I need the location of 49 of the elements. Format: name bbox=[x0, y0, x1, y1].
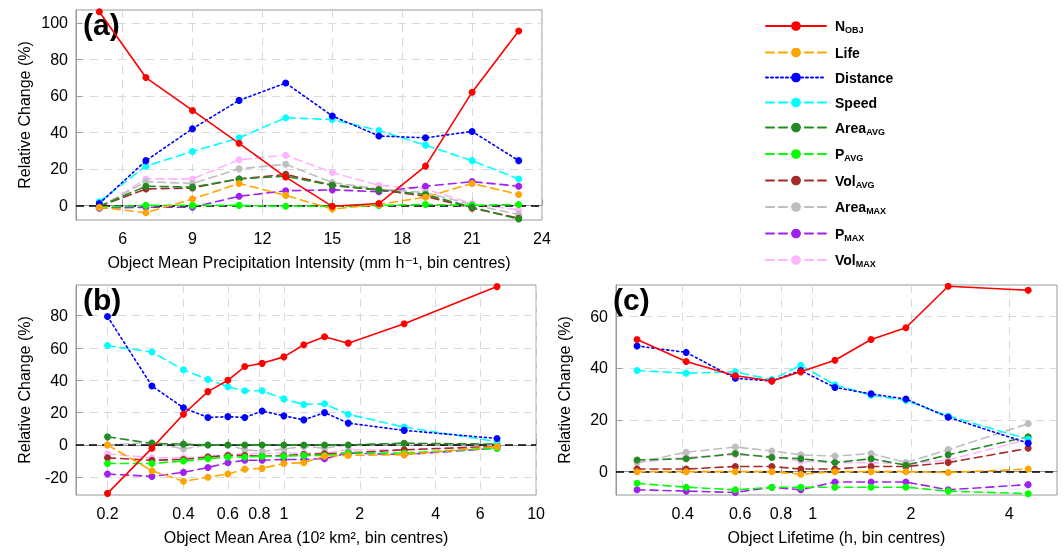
x-tick-label: 9 bbox=[188, 229, 198, 247]
x-tick-label: 0.2 bbox=[96, 504, 119, 522]
y-tick-label: 60 bbox=[50, 87, 69, 105]
x-tick-label: 0.4 bbox=[671, 504, 694, 522]
y-tick-label: 80 bbox=[50, 307, 69, 325]
x-tick-label: 0.6 bbox=[216, 504, 240, 522]
x-tick-label: 2 bbox=[355, 504, 365, 522]
y-tick-label: 60 bbox=[50, 339, 69, 357]
x-tick-label: 6 bbox=[118, 229, 128, 247]
x-tick-label: 4 bbox=[431, 504, 441, 522]
x-tick-label: 10 bbox=[527, 504, 546, 522]
y-tick-label: 0 bbox=[59, 196, 69, 214]
x-tick-label: 12 bbox=[253, 229, 272, 247]
legend-label: Speed bbox=[835, 94, 878, 111]
y-tick-label: 80 bbox=[50, 50, 69, 68]
x-tick-label: 0.8 bbox=[769, 504, 793, 522]
y-tick-label: 20 bbox=[50, 404, 69, 422]
x-tick-label: 1 bbox=[808, 504, 818, 522]
x-axis-title: Object Lifetime (h, bin centres) bbox=[727, 528, 946, 546]
x-tick-label: 4 bbox=[1004, 504, 1014, 522]
chart-title: (b) bbox=[83, 282, 122, 316]
y-tick-label: -20 bbox=[44, 468, 69, 486]
x-tick-label: 18 bbox=[393, 229, 412, 247]
chart-title: (c) bbox=[613, 282, 650, 316]
x-tick-label: 0.4 bbox=[172, 504, 195, 522]
x-tick-label: 15 bbox=[323, 229, 342, 247]
x-tick-label: 2 bbox=[906, 504, 916, 522]
x-tick-label: 21 bbox=[463, 229, 482, 247]
x-tick-label: 6 bbox=[475, 504, 485, 522]
y-tick-label: 0 bbox=[59, 436, 69, 454]
y-tick-label: 20 bbox=[590, 411, 609, 429]
y-axis-title: Relative Change (%) bbox=[15, 316, 33, 464]
y-tick-label: 40 bbox=[50, 371, 69, 389]
y-tick-label: 40 bbox=[590, 359, 609, 377]
y-tick-label: 100 bbox=[41, 14, 69, 32]
x-tick-label: 1 bbox=[279, 504, 289, 522]
y-axis-title: Relative Change (%) bbox=[555, 316, 573, 464]
y-tick-label: 40 bbox=[50, 123, 69, 141]
y-axis-title: Relative Change (%) bbox=[15, 41, 33, 189]
x-tick-label: 24 bbox=[533, 229, 551, 247]
x-axis-title: Object Mean Precipitation Intensity (mm h⁻¹, bin centres) bbox=[107, 253, 511, 271]
y-tick-label: 60 bbox=[590, 307, 609, 325]
x-axis-title: Object Mean Area (10² km², bin centres) bbox=[163, 528, 449, 546]
legend-label: Life bbox=[835, 44, 861, 61]
legend-label: Distance bbox=[835, 69, 894, 86]
x-tick-label: 0.8 bbox=[248, 504, 271, 522]
y-tick-label: 0 bbox=[599, 463, 609, 481]
y-tick-label: 20 bbox=[50, 160, 69, 178]
x-tick-label: 0.6 bbox=[729, 504, 752, 522]
